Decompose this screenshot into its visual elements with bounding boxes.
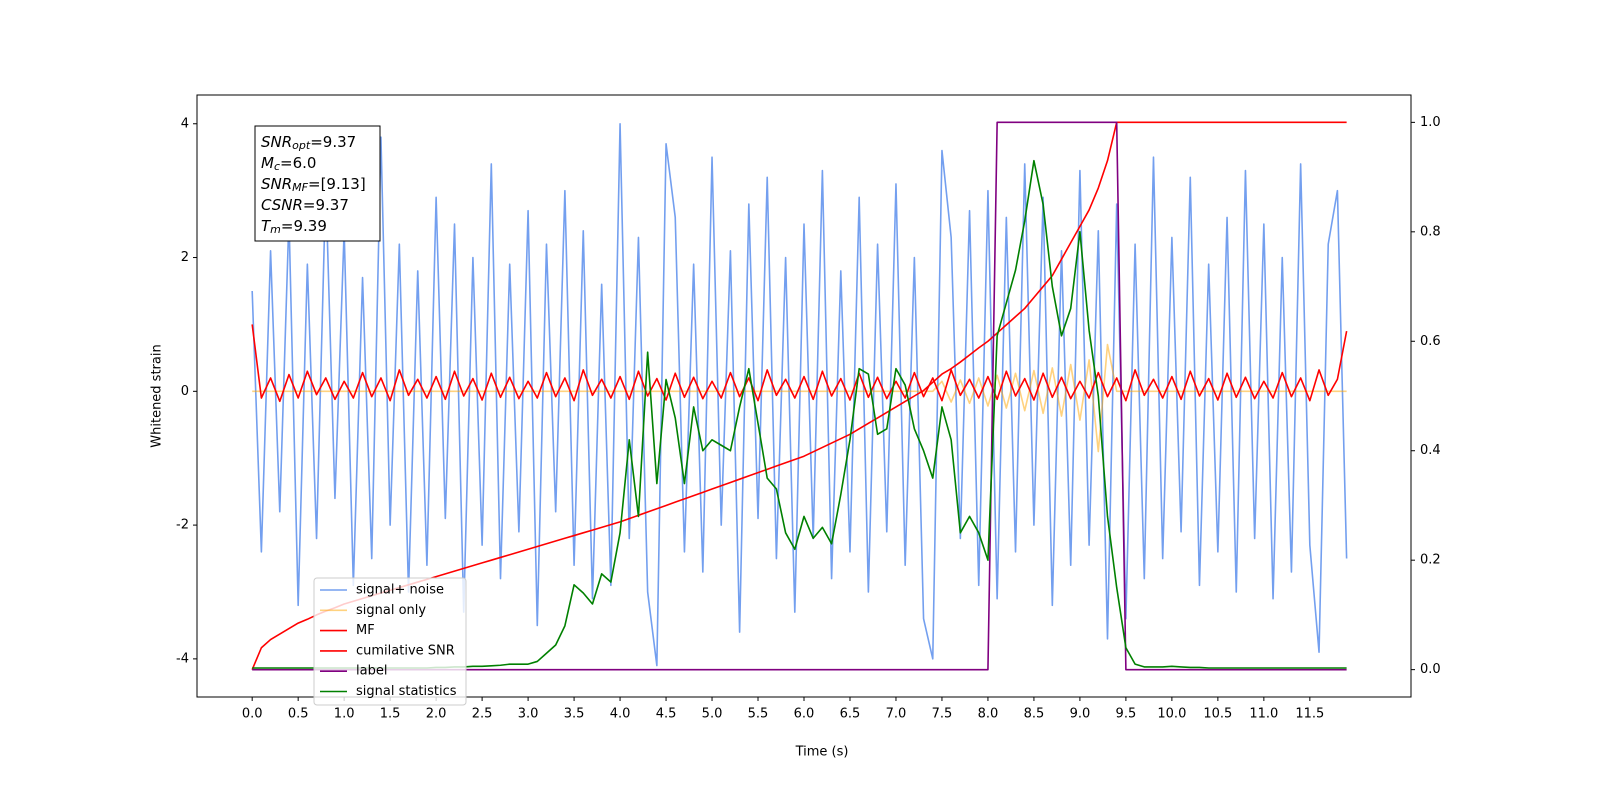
x-tick-label: 7.0: [886, 707, 907, 722]
annotation-sub: m: [270, 223, 281, 236]
x-tick-label: 2.0: [426, 707, 447, 722]
legend-label: signal only: [356, 603, 426, 618]
annotation-main: M: [261, 154, 274, 172]
x-tick-label: 10.5: [1203, 707, 1232, 722]
legend-label: signal+ noise: [356, 583, 444, 598]
x-tick-label: 9.0: [1070, 707, 1091, 722]
y2-tick-label: 1.0: [1420, 115, 1441, 130]
legend-label: signal statistics: [356, 684, 457, 699]
annotation-sub: MF: [292, 181, 308, 194]
y-tick-label: 0: [181, 384, 189, 399]
x-tick-label: 11.0: [1249, 707, 1278, 722]
annotation: SNRopt=9.37Mc=6.0SNRMF=[9.13]CSNR=9.37Tm…: [254, 125, 381, 242]
annotation-line: SNRMF=[9.13]: [261, 175, 366, 195]
annotation-main: SNR: [261, 175, 292, 193]
annotation-line: CSNR=9.37: [261, 196, 349, 214]
y-tick-label: 4: [181, 116, 189, 131]
legend-box: [313, 577, 467, 706]
x-tick-label: 9.5: [1116, 707, 1137, 722]
y2-tick-label: 0.4: [1420, 443, 1441, 458]
y-axis-label: Whitened strain: [150, 344, 165, 447]
annotation-main: T: [261, 217, 272, 235]
x-tick-label: 1.0: [334, 707, 355, 722]
annotation-line: SNRopt=9.37: [261, 133, 356, 153]
x-tick-label: 8.5: [1024, 707, 1045, 722]
y2-tick-label: 0.6: [1420, 334, 1441, 349]
x-tick-label: 4.0: [610, 707, 631, 722]
annotation-line: Mc=6.0: [261, 154, 316, 174]
annotation-line: Tm=9.39: [261, 217, 327, 237]
x-tick-label: 6.0: [794, 707, 815, 722]
annotation-rest: =6.0: [280, 154, 316, 172]
x-tick-label: 3.5: [564, 707, 585, 722]
annotation-sub: c: [274, 160, 280, 173]
annotation-box: [254, 125, 381, 242]
y-tick-label: -2: [176, 518, 189, 533]
y-tick-label: 2: [181, 250, 189, 265]
x-axis-label: Time (s): [795, 745, 849, 760]
plot-frame: [196, 94, 1412, 698]
series-line: [252, 343, 1347, 453]
legend-label: label: [356, 664, 387, 679]
x-tick-label: 5.0: [702, 707, 723, 722]
x-tick-label: 10.0: [1157, 707, 1186, 722]
annotation-rest: =[9.13]: [308, 175, 366, 193]
annotation-main: CSNR: [261, 196, 303, 214]
legend: signal+ noise signal only MF cumilative SNR…: [313, 577, 467, 706]
x-tick-label: 0.0: [242, 707, 263, 722]
y2-tick-label: 0.0: [1420, 662, 1441, 677]
y2-tick-label: 0.2: [1420, 553, 1441, 568]
series-line: [251, 324, 1348, 403]
x-tick-label: 4.5: [656, 707, 677, 722]
x-tick-label: 1.5: [380, 707, 401, 722]
series-line: [251, 121, 1347, 670]
y-tick-label: -4: [176, 651, 189, 666]
x-tick-label: 2.5: [472, 707, 493, 722]
series-line: [251, 122, 1348, 667]
annotation-sub: opt: [292, 139, 311, 152]
legend-label: cumilative SNR: [356, 643, 455, 658]
x-tick-label: 11.5: [1295, 707, 1324, 722]
x-tick-label: 7.5: [932, 707, 953, 722]
x-tick-label: 5.5: [748, 707, 769, 722]
annotation-rest: =9.39: [281, 217, 327, 235]
annotation-rest: =9.37: [310, 133, 356, 151]
annotation-main: SNR: [261, 133, 292, 151]
x-tick-label: 0.5: [288, 707, 309, 722]
annotation-rest: =9.37: [303, 196, 349, 214]
x-tick-label: 3.0: [518, 707, 539, 722]
legend-label: MF: [356, 623, 375, 638]
y2-tick-label: 0.8: [1420, 224, 1441, 239]
x-tick-label: 6.5: [840, 707, 861, 722]
x-tick-label: 8.0: [978, 707, 999, 722]
